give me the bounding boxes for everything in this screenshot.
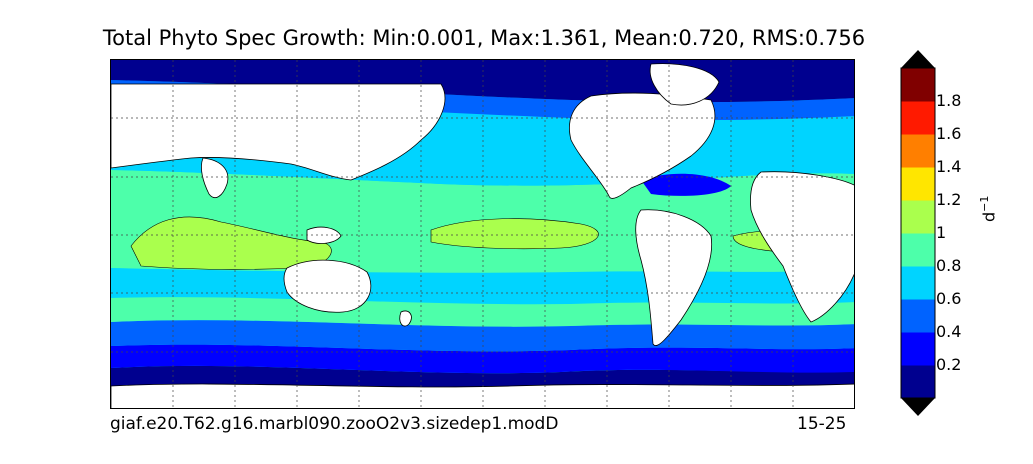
years-label: 15-25	[797, 414, 847, 434]
colorbar-tick-label: 1.2	[936, 190, 962, 209]
colorbar-unit-label: d−1	[978, 196, 998, 222]
land-maritime-continent	[306, 226, 342, 244]
map-title: Total Phyto Spec Growth: Min:0.001, Max:…	[102, 26, 866, 50]
colorbar-tick-label: 1.6	[936, 124, 962, 143]
colorbar-outline	[900, 67, 936, 399]
patch-pacific-equator	[430, 218, 599, 250]
colorbar-tick-label: 0.8	[936, 256, 962, 275]
colorbar-segment	[901, 266, 935, 300]
land	[111, 63, 854, 408]
colorbar-tick-label: 0.4	[936, 322, 962, 341]
land-australia	[283, 259, 372, 313]
colorbar-extend-high	[901, 50, 935, 68]
map-field	[111, 60, 854, 408]
land-india	[201, 157, 229, 198]
land-greenland	[649, 63, 720, 106]
colorbar-tick-label: 1	[936, 223, 947, 242]
global-map	[110, 59, 855, 409]
land-south-america	[635, 209, 713, 346]
colorbar-extend-low	[901, 398, 935, 416]
colorbar-tick-label: 1.8	[936, 91, 962, 110]
colorbar	[900, 50, 936, 416]
colorbar-segment	[901, 299, 935, 333]
run-id-label: giaf.e20.T62.g16.marbl090.zooO2v3.sizede…	[110, 414, 559, 434]
colorbar-segment	[901, 332, 935, 366]
colorbar-tick-label: 1.4	[936, 157, 962, 176]
colorbar-tick-label: 0.2	[936, 355, 962, 374]
land-asia	[111, 83, 446, 181]
colorbar-segment	[901, 134, 935, 168]
colorbar-tick-label: 0.6	[936, 289, 962, 308]
colorbar-segment	[901, 68, 935, 102]
land-new-zealand	[399, 310, 412, 327]
unit-base: d	[979, 211, 999, 222]
colorbar-segment	[901, 101, 935, 135]
unit-exponent: −1	[978, 195, 991, 212]
land-africa	[750, 171, 854, 323]
patch-north-atlantic	[641, 173, 731, 196]
colorbar-segment	[901, 233, 935, 267]
colorbar-segment	[901, 200, 935, 234]
colorbar-segment	[901, 365, 935, 399]
colorbar-segment	[901, 167, 935, 201]
gridlines	[111, 60, 854, 408]
